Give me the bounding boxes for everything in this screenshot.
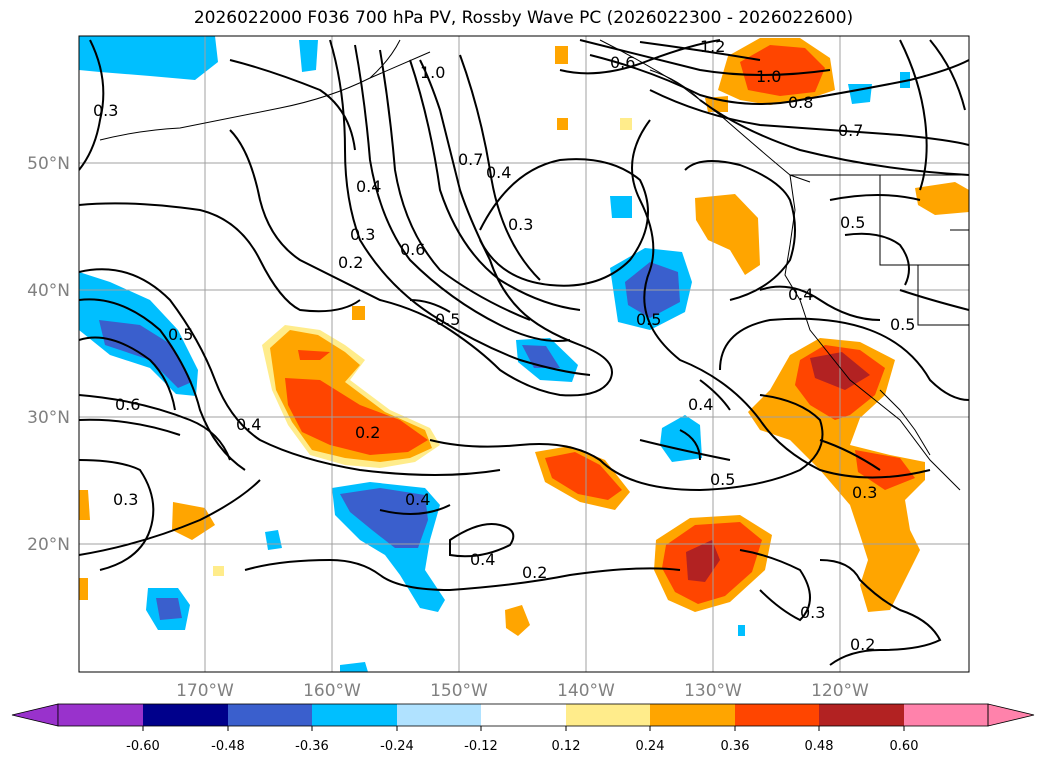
contour-label-0.6c: 0.6: [115, 395, 140, 414]
contour-label-0.2b: 0.2: [522, 563, 547, 582]
colorbar-bin: [566, 704, 650, 726]
lon-label-120w: 120°W: [811, 681, 869, 701]
colorbar-tick: -0.60: [126, 739, 160, 754]
contour-label-1.2: 1.2: [700, 37, 725, 56]
contour-label-0.6: 0.6: [610, 53, 635, 72]
colorbar-bin: [228, 704, 312, 726]
lon-label-150w: 150°W: [430, 681, 488, 701]
contour-label-0.5b: 0.5: [636, 310, 661, 329]
colorbar-tick: 0.48: [805, 739, 834, 754]
longitude-labels: 170°W 160°W 150°W 140°W 130°W 120°W: [176, 681, 869, 701]
colorbar-bin: [904, 704, 988, 726]
contour-labels: 1.2 1.0 1.0 0.8 0.7 0.6 0.6 0.5 0.5 0.5 …: [93, 37, 915, 654]
colorbar-tick: 0.60: [890, 739, 919, 754]
colorbar-bin: [481, 704, 566, 726]
contour-label-0.5d: 0.5: [840, 213, 865, 232]
colorbar-bin: [58, 704, 143, 726]
contour-label-0.3d: 0.3: [852, 483, 877, 502]
contour-label-0.5: 0.5: [435, 310, 460, 329]
contour-label-0.4: 0.4: [405, 490, 430, 509]
contour-label-0.4b: 0.4: [470, 550, 495, 569]
positive-anomaly-45n: [695, 194, 760, 275]
lat-label-50n: 50°N: [27, 154, 70, 174]
contour-label-0.4e: 0.4: [236, 415, 261, 434]
colorbar-tick: -0.24: [380, 739, 414, 754]
colorbar-bin: [819, 704, 904, 726]
lon-label-130w: 130°W: [684, 681, 742, 701]
contour-label-0.5f: 0.5: [168, 325, 193, 344]
contour-label-0.6b: 0.6: [400, 240, 425, 259]
contour-label-0.2c: 0.2: [850, 635, 875, 654]
contour-label-0.4g: 0.4: [356, 177, 381, 196]
negative-anomaly-nw: [79, 36, 218, 80]
contour-label-0.3f: 0.3: [113, 490, 138, 509]
colorbar-bin: [735, 704, 819, 726]
lon-label-140w: 140°W: [557, 681, 615, 701]
lat-label-30n: 30°N: [27, 408, 70, 428]
contour-label-0.3b: 0.3: [350, 225, 375, 244]
colorbar-tick: 0.12: [552, 739, 581, 754]
lon-label-170w: 170°W: [176, 681, 234, 701]
colorbar-bin: [650, 704, 735, 726]
latitude-labels: 50°N 40°N 30°N 20°N: [27, 154, 70, 555]
contour-label-0.4f: 0.4: [486, 163, 511, 182]
contour-label-1.0b: 1.0: [756, 67, 781, 86]
contour-label-0.7: 0.7: [458, 150, 483, 169]
lat-label-40n: 40°N: [27, 281, 70, 301]
graticule: [79, 36, 969, 672]
colorbar-tick: -0.12: [464, 739, 498, 754]
colorbar-tick: 0.36: [721, 739, 750, 754]
lon-label-160w: 160°W: [303, 681, 361, 701]
colorbar-tick: 0.24: [636, 739, 665, 754]
contour-label-0.3c: 0.3: [508, 215, 533, 234]
contour-label-0.7: 0.7: [838, 121, 863, 140]
pv-contours: [79, 39, 969, 666]
plot-frame: [78, 35, 970, 673]
contour-label-0.2: 0.2: [355, 423, 380, 442]
contour-label-0.4d: 0.4: [788, 285, 813, 304]
contour-label-0.5c: 0.5: [710, 470, 735, 489]
colorbar: -0.60 -0.48 -0.36 -0.24 -0.12 0.12 0.24 …: [11, 703, 1035, 754]
colorbar-bin: [143, 704, 228, 726]
contour-label-0.3: 0.3: [93, 101, 118, 120]
contour-label-1.0: 1.0: [420, 63, 445, 82]
contour-label-0.4c: 0.4: [688, 395, 713, 414]
lat-label-20n: 20°N: [27, 535, 70, 555]
contour-label-0.2d: 0.2: [338, 253, 363, 272]
colorbar-tick: -0.36: [295, 739, 329, 754]
contour-label-0.8: 0.8: [788, 93, 813, 112]
colorbar-extend-low: [11, 703, 59, 727]
colorbar-extend-high: [987, 703, 1035, 727]
colorbar-tick: -0.48: [211, 739, 245, 754]
colorbar-bin: [312, 704, 397, 726]
map-title: 2026022000 F036 700 hPa PV, Rossby Wave …: [193, 8, 854, 28]
contour-label-0.5e: 0.5: [890, 315, 915, 334]
colorbar-bin: [397, 704, 481, 726]
contour-label-0.3e: 0.3: [800, 603, 825, 622]
